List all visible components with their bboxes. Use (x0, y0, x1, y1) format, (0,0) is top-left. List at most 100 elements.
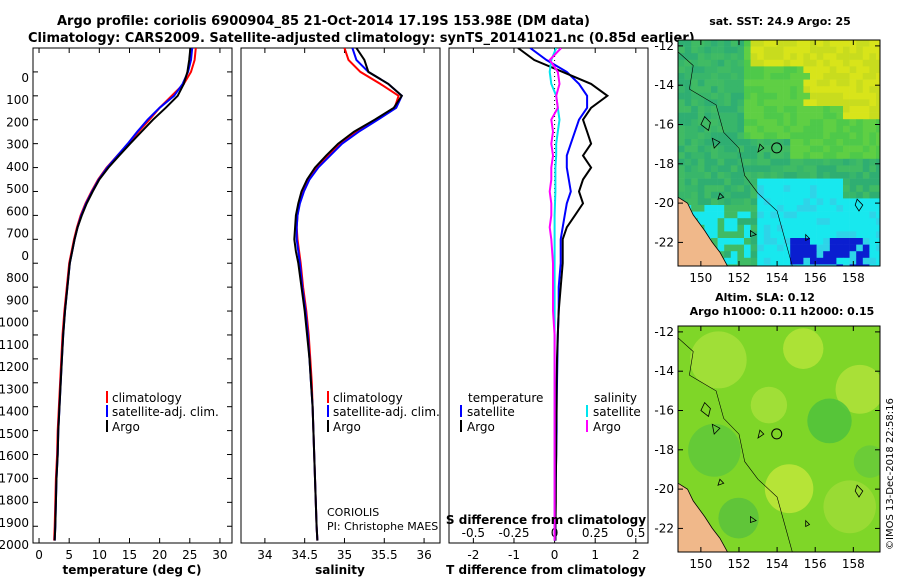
sst-cell (783, 178, 791, 186)
sst-cell (836, 218, 844, 226)
sst-cell (750, 152, 758, 160)
sst-cell (816, 132, 824, 140)
sst-cell (856, 66, 864, 74)
sst-cell (796, 106, 804, 113)
sst-cell (757, 132, 765, 140)
sst-cell (803, 257, 811, 265)
sst-cell (796, 224, 804, 232)
sst-cell (691, 198, 699, 206)
legend-argo-label: Argo (112, 420, 140, 434)
sst-cell (869, 238, 877, 245)
sst-cell (717, 224, 725, 232)
sst-cell (730, 79, 738, 87)
x2-tick-label: -0.5 (462, 526, 485, 540)
x2-tick-label: -0.25 (498, 526, 529, 540)
sst-cell (816, 198, 824, 206)
sst-cell (836, 119, 844, 127)
sst-cell (862, 79, 870, 87)
series-temperature-argo (517, 48, 610, 541)
sst-cell (869, 125, 877, 133)
sst-cell (849, 178, 857, 186)
sst-cell (704, 92, 712, 100)
sst-cell (757, 198, 765, 206)
sst-cell (849, 211, 857, 219)
map-y-tick-label: -18 (654, 443, 674, 457)
sla-blob (835, 364, 880, 414)
sst-cell (737, 198, 745, 206)
sst-cell (777, 132, 784, 140)
sst-cell (836, 73, 844, 80)
sst-cell (684, 40, 692, 47)
sst-cell (757, 205, 765, 212)
sst-cell (829, 158, 837, 166)
sst-cell (757, 119, 765, 127)
sst-cell (810, 257, 817, 265)
sst-cell (697, 86, 705, 94)
sst-cell (829, 99, 837, 107)
sst-cell (836, 152, 844, 160)
sst-cell (796, 132, 804, 140)
x2-tick-label: 0.25 (582, 526, 609, 540)
sst-cell (796, 172, 804, 179)
sst-cell (823, 178, 831, 186)
sst-cell (750, 106, 758, 113)
sst-cell (678, 46, 685, 54)
sst-cell (876, 257, 880, 265)
difference-xlabel2: S difference from climatology (446, 513, 646, 527)
sst-cell (777, 158, 784, 166)
sst-cell (691, 139, 699, 146)
sst-cell (770, 165, 778, 173)
sst-cell (777, 257, 784, 265)
sst-cell (876, 46, 880, 54)
sst-cell (843, 79, 850, 87)
sst-cell (730, 264, 738, 266)
sst-cell (691, 106, 699, 113)
sst-cell (724, 205, 732, 212)
sst-cell (678, 99, 685, 107)
sst-cell (856, 53, 864, 61)
sst-cell (717, 178, 725, 186)
sst-cell (843, 251, 850, 259)
sst-cell (717, 79, 725, 87)
sst-cell (790, 145, 798, 153)
sst-cell (803, 218, 811, 226)
sst-cell (816, 158, 824, 166)
sst-cell (711, 86, 718, 94)
sst-cell (704, 112, 712, 120)
sst-cell (750, 92, 758, 100)
sst-cell (678, 53, 685, 61)
sst-cell (783, 231, 791, 239)
sst-cell (744, 238, 751, 245)
sst-cell (803, 165, 811, 173)
sst-cell (744, 79, 751, 87)
sst-cell (796, 92, 804, 100)
sst-cell (750, 66, 758, 74)
sst-cell (757, 165, 765, 173)
sst-cell (763, 145, 771, 153)
sst-cell (770, 119, 778, 127)
sst-cell (829, 198, 837, 206)
sst-cell (790, 178, 798, 186)
sst-cell (737, 53, 745, 61)
sst-cell (803, 191, 811, 199)
sst-cell (711, 79, 718, 87)
sst-cell (823, 244, 831, 252)
map-y-tick-label: -12 (654, 325, 674, 339)
sst-cell (763, 218, 771, 226)
sst-cell (849, 106, 857, 113)
sst-cell (691, 191, 699, 199)
sst-cell (810, 205, 817, 212)
sst-cell (678, 172, 685, 179)
sst-cell (737, 92, 745, 100)
sst-cell (810, 172, 817, 179)
sst-cell (876, 132, 880, 140)
sst-cell (829, 46, 837, 54)
argo-position-marker (771, 142, 783, 154)
sst-cell (810, 238, 817, 245)
sst-cell (796, 139, 804, 146)
map-y-tick-label: -14 (654, 78, 674, 92)
sst-cell (777, 106, 784, 113)
sst-cell (803, 238, 811, 245)
sst-cell (750, 99, 758, 107)
sst-cell (763, 59, 771, 67)
